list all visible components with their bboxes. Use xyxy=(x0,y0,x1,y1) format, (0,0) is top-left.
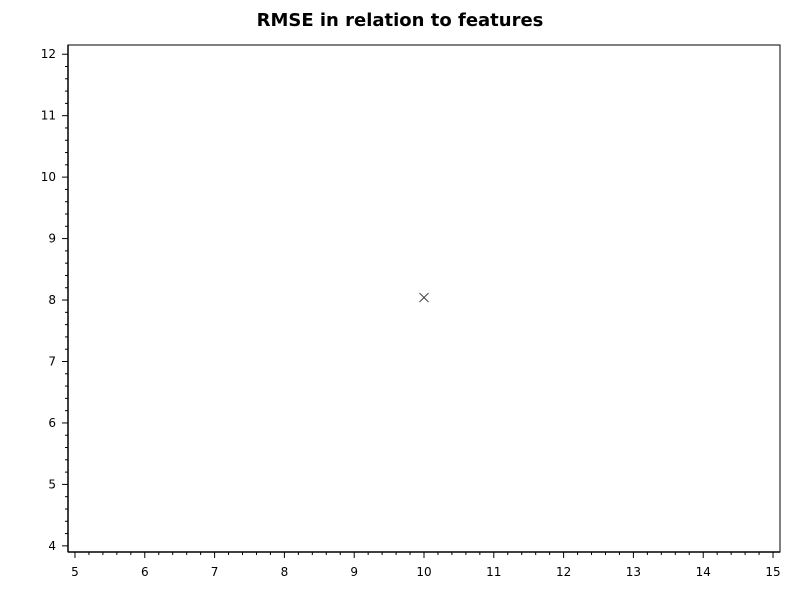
x-tick-label: 7 xyxy=(211,565,219,579)
x-tick-label: 5 xyxy=(71,565,79,579)
plot-frame xyxy=(67,44,781,553)
y-tick-label: 12 xyxy=(41,47,56,61)
y-tick-label: 8 xyxy=(48,293,56,307)
axes xyxy=(67,44,781,553)
y-tick-label: 11 xyxy=(41,109,56,123)
x-tick-label: 12 xyxy=(556,565,571,579)
tick-labels: 5 6 7 8 9 10 11 12 13 14 15 4 5 6 7 8 9 10 11 12 xyxy=(41,47,781,579)
y-tick-label: 10 xyxy=(41,170,56,184)
data-point-marker xyxy=(419,292,429,303)
y-tick-label: 7 xyxy=(48,354,56,368)
data-points xyxy=(419,292,429,303)
ticks xyxy=(62,53,774,558)
x-tick-label: 8 xyxy=(281,565,289,579)
y-tick-label: 4 xyxy=(48,539,56,553)
x-tick-label: 15 xyxy=(765,565,780,579)
y-tick-label: 6 xyxy=(48,416,56,430)
x-tick-label: 10 xyxy=(416,565,431,579)
y-tick-label: 9 xyxy=(48,232,56,246)
x-tick-label: 13 xyxy=(626,565,641,579)
x-tick-label: 14 xyxy=(696,565,711,579)
y-tick-label: 5 xyxy=(48,477,56,491)
x-tick-label: 9 xyxy=(350,565,358,579)
x-tick-label: 6 xyxy=(141,565,149,579)
x-tick-label: 11 xyxy=(486,565,501,579)
chart-title: RMSE in relation to features xyxy=(256,10,544,31)
